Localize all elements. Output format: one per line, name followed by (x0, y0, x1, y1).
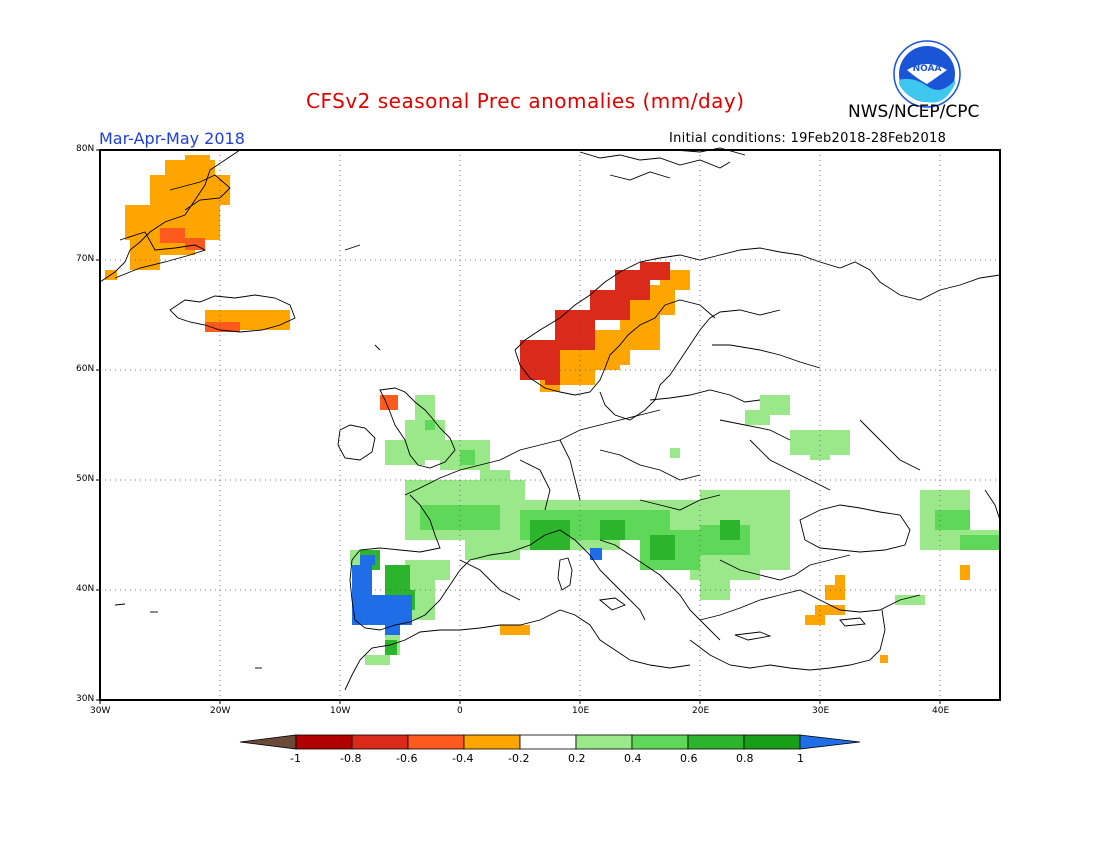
colorbar-label: 1 (797, 752, 804, 765)
anomaly-shading (105, 155, 1000, 665)
lon-label-20w: 20W (210, 706, 231, 716)
season-label: Mar-Apr-May 2018 (99, 129, 245, 148)
colorbar-label: -0.2 (508, 752, 530, 765)
lat-label-30n: 30N (76, 694, 95, 704)
lon-label-40e: 40E (932, 706, 950, 716)
colorbar-box-9 (743, 734, 801, 750)
noaa-logo: NOAA (893, 40, 961, 108)
lat-label-80n: 80N (76, 144, 95, 154)
colorbar-label: -0.6 (396, 752, 418, 765)
colorbar-box-5 (519, 734, 577, 750)
initial-conditions-label: Initial conditions: 19Feb2018-28Feb2018 (669, 131, 947, 146)
lat-label-60n: 60N (76, 364, 95, 374)
coastlines (99, 147, 1001, 691)
colorbar-label: -0.4 (452, 752, 474, 765)
lon-label-20e: 20E (692, 706, 710, 716)
colorbar-box-1 (295, 734, 353, 750)
svg-text:NOAA: NOAA (913, 64, 942, 74)
lon-label-0: 0 (457, 706, 463, 716)
colorbar-box-7 (631, 734, 689, 750)
colorbar-high-arrow (799, 734, 861, 750)
colorbar-label: 0.8 (736, 752, 754, 765)
colorbar-label: -0.8 (340, 752, 362, 765)
colorbar (239, 734, 861, 750)
colorbar-label: -1 (290, 752, 301, 765)
colorbar-box-2 (351, 734, 409, 750)
map-title: CFSv2 seasonal Prec anomalies (mm/day) (306, 89, 745, 113)
colorbar-box-8 (687, 734, 745, 750)
axis-ticks (96, 149, 941, 704)
colorbar-low-arrow (239, 734, 297, 750)
lat-label-40n: 40N (76, 584, 95, 594)
colorbar-label: 0.6 (680, 752, 698, 765)
gridlines (100, 150, 1000, 700)
colorbar-label: 0.2 (568, 752, 586, 765)
colorbar-box-4 (463, 734, 521, 750)
colorbar-box-6 (575, 734, 633, 750)
colorbar-box-3 (407, 734, 465, 750)
agency-label: NWS/NCEP/CPC (848, 102, 980, 122)
lat-label-70n: 70N (76, 254, 95, 264)
lat-label-50n: 50N (76, 474, 95, 484)
colorbar-label: 0.4 (624, 752, 642, 765)
lon-label-10e: 10E (572, 706, 590, 716)
map-frame (99, 149, 1001, 701)
lon-label-30w: 30W (90, 706, 111, 716)
lon-label-30e: 30E (812, 706, 830, 716)
lon-label-10w: 10W (330, 706, 351, 716)
